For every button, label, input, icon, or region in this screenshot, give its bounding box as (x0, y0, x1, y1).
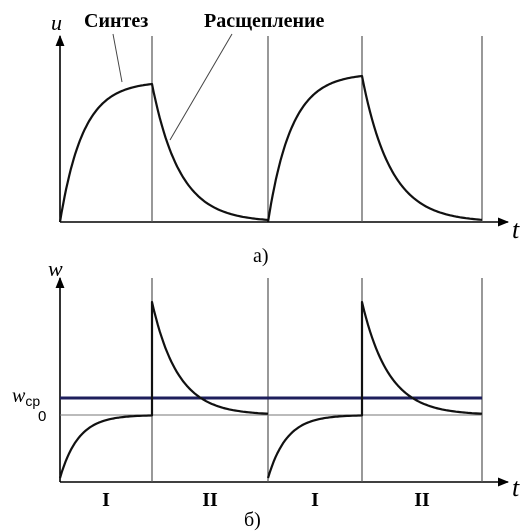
phase-label-1: I (102, 489, 110, 511)
top-y-axis-label: u (51, 10, 62, 35)
phase-label-4: II (414, 489, 430, 511)
w-curve-cycle-2 (266, 300, 483, 479)
average-label-main: w (12, 385, 26, 407)
average-label-sub: ср (25, 393, 40, 409)
zero-label: 0 (38, 408, 46, 425)
panel-label-b: б) (244, 509, 261, 531)
u-curve-cycle-1 (58, 82, 269, 223)
synthesis-label: Синтез (84, 10, 148, 32)
bottom-panel: w wср 0 I II I II t б) (12, 256, 520, 531)
u-curve-cycle-2 (266, 74, 483, 223)
cleavage-leader (169, 33, 233, 141)
phase-label-3: I (311, 489, 319, 511)
top-panel: u Синтез Расщепление t а) (51, 10, 520, 267)
w-curve-cycle-1 (58, 300, 269, 479)
average-label: wср (12, 385, 40, 409)
phase-label-2: II (202, 489, 218, 511)
cleavage-label: Расщепление (204, 10, 325, 32)
synthesis-leader (112, 33, 123, 83)
bottom-y-axis-label: w (48, 256, 63, 281)
top-x-axis-label: t (512, 215, 520, 244)
panel-label-a: а) (253, 245, 269, 267)
bottom-x-axis-label: t (512, 473, 520, 502)
